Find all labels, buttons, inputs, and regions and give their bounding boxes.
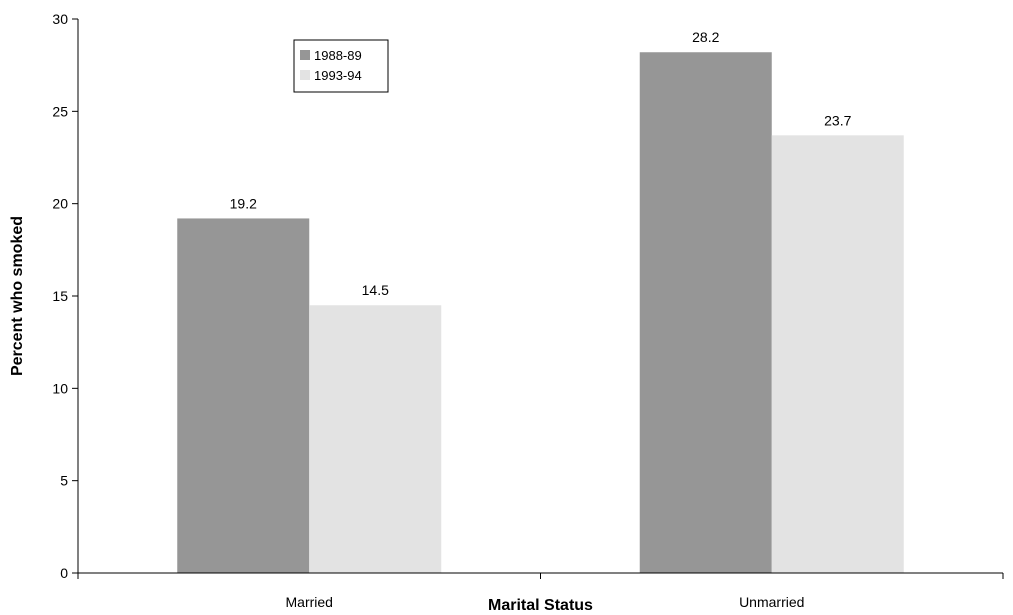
y-tick-label: 15 [52, 288, 68, 304]
data-label-married-1988-89: 19.2 [230, 195, 257, 211]
x-tick-label-married: Married [286, 594, 333, 610]
y-tick-label: 20 [52, 196, 68, 212]
bars-layer [177, 52, 904, 574]
legend-label-1993-94: 1993-94 [314, 68, 362, 83]
x-tick-label-unmarried: Unmarried [739, 594, 804, 610]
data-label-unmarried-1988-89: 28.2 [692, 29, 719, 45]
y-axis-title: Percent who smoked [9, 216, 26, 376]
y-tick-label: 25 [52, 103, 68, 119]
bar-married-1988-89 [177, 218, 310, 573]
data-label-married-1993-94: 14.5 [362, 282, 389, 298]
data-labels-layer: 19.2 14.5 28.2 23.7 [230, 29, 852, 298]
bar-unmarried-1988-89 [639, 52, 772, 574]
y-tick-label: 0 [60, 565, 68, 581]
legend-box [293, 39, 389, 93]
y-tick-label: 5 [60, 473, 68, 489]
x-ticks-layer: Married Unmarried [77, 573, 1004, 610]
legend: 1988-89 1993-94 [293, 39, 389, 93]
legend-swatch-1988-89 [300, 50, 310, 60]
legend-label-1988-89: 1988-89 [314, 48, 362, 63]
data-label-unmarried-1993-94: 23.7 [824, 112, 851, 128]
y-ticks-layer: 0 5 10 15 20 25 30 [52, 11, 78, 581]
y-tick-label: 10 [52, 380, 68, 396]
y-tick-label: 30 [52, 11, 68, 27]
legend-swatch-1993-94 [300, 70, 310, 80]
x-axis-title: Marital Status [488, 597, 593, 614]
bar-unmarried-1993-94 [771, 135, 904, 573]
bar-married-1993-94 [309, 305, 442, 573]
